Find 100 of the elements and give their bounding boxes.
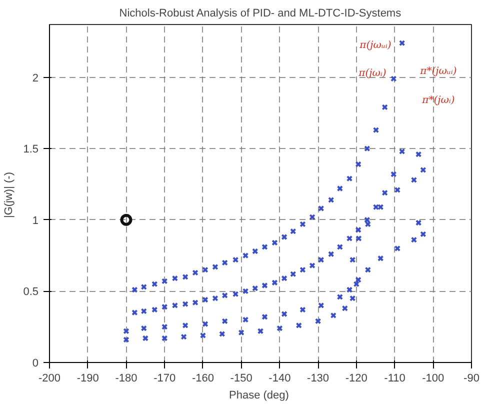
point	[182, 274, 188, 280]
y-tick-label: 1.5	[23, 144, 39, 156]
point	[142, 335, 149, 342]
point	[364, 266, 372, 273]
point	[132, 286, 138, 293]
point	[161, 324, 168, 330]
point	[281, 234, 288, 240]
point	[420, 231, 426, 238]
point	[222, 318, 228, 324]
point	[300, 266, 306, 273]
point	[349, 256, 356, 263]
point	[394, 186, 401, 194]
point	[161, 304, 168, 310]
point	[202, 296, 208, 303]
point	[140, 308, 147, 314]
point	[349, 295, 356, 302]
annotation: π*(jωᵤᵢ)	[419, 66, 457, 77]
x-tick-label: -130	[307, 372, 330, 384]
y-axis-title: |G(jw)| (-)	[3, 172, 16, 218]
point	[390, 171, 397, 178]
point	[272, 240, 278, 246]
point	[257, 328, 264, 334]
x-tick-label: -140	[268, 372, 291, 384]
point	[390, 76, 397, 82]
point	[342, 305, 348, 312]
point	[364, 216, 370, 224]
x-tick-label: -120	[345, 372, 368, 384]
point	[262, 314, 268, 320]
point	[382, 104, 388, 110]
point	[140, 284, 147, 290]
point	[161, 278, 168, 284]
point	[172, 275, 178, 282]
point	[318, 205, 324, 212]
x-tick-label: -90	[464, 372, 480, 384]
point	[232, 256, 239, 263]
point	[262, 244, 268, 250]
point	[328, 250, 334, 258]
point	[192, 270, 198, 276]
point	[238, 329, 244, 336]
point	[232, 290, 239, 298]
annotation: π*(jωᵢ)	[421, 95, 455, 106]
point	[140, 325, 147, 332]
x-tick-label: -190	[76, 372, 99, 384]
point	[180, 334, 187, 340]
point	[161, 335, 168, 342]
y-tick-label: 0	[32, 358, 39, 370]
point	[123, 328, 130, 334]
point	[377, 255, 384, 262]
point	[330, 312, 337, 319]
point	[415, 220, 422, 226]
point	[356, 235, 362, 242]
x-tick-label: -160	[192, 372, 214, 384]
point	[242, 288, 249, 294]
point	[314, 318, 322, 324]
point	[212, 295, 218, 302]
point	[281, 275, 288, 282]
y-tick-label: 1	[32, 214, 39, 227]
annotation: π(jωᵢ)	[358, 68, 386, 79]
point	[151, 306, 158, 313]
point	[355, 276, 362, 283]
point	[290, 228, 296, 234]
y-tick-label: 0.5	[23, 286, 39, 298]
point	[182, 322, 188, 329]
point	[336, 244, 344, 250]
point	[202, 266, 208, 273]
point	[222, 292, 228, 299]
point	[200, 332, 206, 339]
point	[300, 221, 306, 228]
point	[252, 248, 258, 254]
point	[262, 282, 268, 289]
x-axis-title: Phase (deg)	[229, 390, 289, 402]
point	[318, 256, 324, 263]
point	[242, 316, 249, 323]
point	[364, 221, 372, 228]
point	[355, 226, 362, 233]
point	[382, 190, 388, 196]
x-tick-label: -180	[115, 372, 138, 384]
x-tick-label: -150	[230, 372, 252, 384]
annotation: π(jωᵤᵢ)	[358, 40, 392, 51]
point	[290, 270, 296, 278]
point	[346, 175, 353, 182]
point	[328, 196, 334, 204]
point	[398, 40, 406, 46]
point	[336, 294, 344, 300]
point	[120, 214, 132, 226]
point	[410, 176, 418, 184]
point	[364, 145, 370, 152]
point	[355, 161, 362, 168]
chart-title: Nichols-Robust Analysis of PID- and ML-DTC-ID-Systems	[119, 8, 402, 20]
x-tick-label: -200	[38, 372, 61, 384]
point	[300, 306, 306, 313]
point	[242, 252, 249, 259]
point	[309, 214, 316, 220]
point	[132, 309, 138, 316]
point	[372, 126, 380, 134]
point	[172, 302, 178, 309]
x-tick-label: -100	[422, 372, 444, 384]
point	[281, 310, 288, 318]
point	[415, 151, 422, 158]
point	[336, 185, 344, 192]
